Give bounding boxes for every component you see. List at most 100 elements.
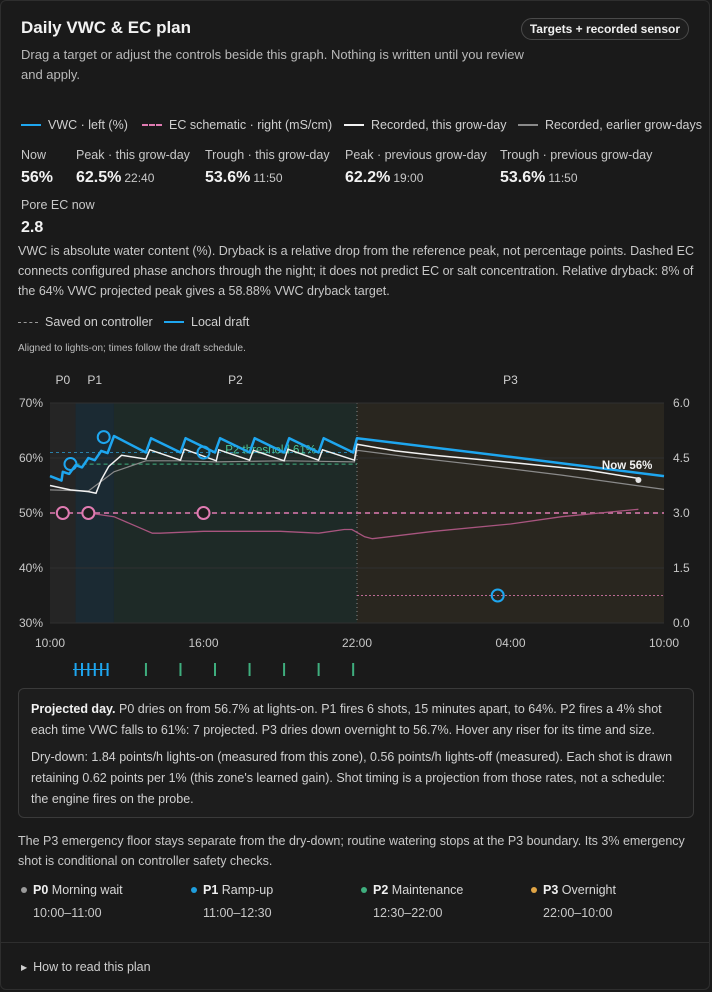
legend-saved-label: Saved on controller xyxy=(45,315,153,329)
legend-saved: Saved on controller xyxy=(18,315,153,329)
stat-peak-prev-time: 19:00 xyxy=(393,171,424,185)
stat-now-label: Now xyxy=(21,148,47,162)
projection-para-1: Projected day. P0 dries on from 56.7% at… xyxy=(31,699,681,741)
phase-p2-dot-icon xyxy=(361,886,367,893)
vwc-target-handle[interactable] xyxy=(96,430,111,445)
card-title: Daily VWC & EC plan xyxy=(21,18,192,37)
x-tick: 10:00 xyxy=(649,636,679,650)
how-to-read-label: How to read this plan xyxy=(33,960,151,974)
legend-draft-label: Local draft xyxy=(191,315,250,329)
phase-p3-dot-icon xyxy=(531,886,537,893)
phase-label-p3: P3 xyxy=(503,373,518,387)
disclosure-triangle-icon: ▶ xyxy=(21,963,28,972)
legend-recorded-earlier-label: Recorded, earlier grow-days xyxy=(545,118,703,132)
y-right-tick: 1.5 xyxy=(673,561,690,575)
ec-swatch-icon xyxy=(142,124,162,126)
now-marker xyxy=(635,477,642,483)
stat-peak-this-label: Peak · this grow-day xyxy=(76,148,190,162)
phase-p3-code: P3 xyxy=(543,883,559,897)
recorded-earlier-swatch-icon xyxy=(518,124,538,126)
phase-p2[interactable]: P2 Maintenance 12:30–22:00 xyxy=(361,883,463,920)
vwc-target-handle[interactable] xyxy=(196,445,211,460)
y-left-tick: 60% xyxy=(19,451,43,465)
ec-recorded-line xyxy=(88,508,639,540)
draft-swatch-icon xyxy=(164,321,184,323)
stat-trough-prev-label: Trough · previous grow-day xyxy=(500,148,653,162)
vwc-swatch-icon xyxy=(21,124,41,126)
stat-pore-ec-label: Pore EC now xyxy=(21,198,95,212)
projection-para-2: Dry-down: 1.84 points/h lights-on (measu… xyxy=(31,750,673,806)
phase-p1[interactable]: P1 Ramp-up 11:00–12:30 xyxy=(191,883,273,920)
phase-p1-dot-icon xyxy=(191,886,197,893)
legend-recorded-earlier: Recorded, earlier grow-days xyxy=(518,118,702,132)
explanation-text: VWC is absolute water content (%). Dryba… xyxy=(18,244,695,298)
now-label: Now 56% xyxy=(602,460,653,472)
y-left-tick: 30% xyxy=(19,616,43,630)
emergency-note: The P3 emergency floor stays separate fr… xyxy=(18,834,685,868)
phase-p3[interactable]: P3 Overnight 22:00–10:00 xyxy=(531,883,616,920)
legend-ec: EC schematic · right (mS/cm) xyxy=(142,118,332,132)
p2-threshold-label: P2 threshold 61% xyxy=(225,445,316,457)
legend-ec-label: EC schematic · right (mS/cm) xyxy=(169,118,333,132)
stat-trough-this-time: 11:50 xyxy=(253,171,283,185)
stat-peak-prev-value: 62.2% xyxy=(345,169,391,186)
y-left-tick: 50% xyxy=(19,506,43,520)
y-right-tick: 4.5 xyxy=(673,451,690,465)
aligned-note: Aligned to lights-on; times follow the d… xyxy=(18,343,246,354)
phase-p0[interactable]: P0 Morning wait 10:00–11:00 xyxy=(21,883,123,920)
phase-p0-code: P0 xyxy=(33,883,49,897)
phase-p1-range: 11:00–12:30 xyxy=(203,906,272,920)
y-left-tick: 70% xyxy=(19,396,43,410)
y-left-tick: 40% xyxy=(19,561,43,575)
legend-recorded-this: Recorded, this grow-day xyxy=(344,118,506,132)
phase-p3-range: 22:00–10:00 xyxy=(543,906,613,920)
x-tick: 10:00 xyxy=(35,636,65,650)
legend-vwc-label: VWC · left (%) xyxy=(48,118,128,132)
stat-trough-prev-value: 53.6% xyxy=(500,169,546,186)
x-tick: 22:00 xyxy=(342,636,372,650)
projection-text-1: P0 dries on from 56.7% at lights-on. P1 … xyxy=(31,702,662,737)
legend-vwc: VWC · left (%) xyxy=(21,118,128,132)
stat-trough-prev-time: 11:50 xyxy=(548,171,578,185)
stat-peak-this: 62.5% 22:40 xyxy=(76,169,154,187)
stat-trough-prev: 53.6% 11:50 xyxy=(500,169,578,187)
stat-trough-this: 53.6% 11:50 xyxy=(205,169,283,187)
phase-p1-name: Ramp-up xyxy=(221,883,274,897)
footer-divider xyxy=(1,942,709,943)
recorded-this-line xyxy=(49,443,639,495)
card-subtitle: Drag a target or adjust the controls bes… xyxy=(21,47,524,82)
projection-box: Projected day. P0 dries on from 56.7% at… xyxy=(18,688,694,818)
phase-p1-code: P1 xyxy=(203,883,219,897)
ec-anchor-handle[interactable] xyxy=(196,506,211,520)
stat-peak-this-value: 62.5% xyxy=(76,169,122,186)
vwc-ec-chart[interactable]: P0 P1 P2 P3 30% 40% 50% 60% 70% 0.0 1.5 3.0 4.5 6.0 10… xyxy=(1,366,711,686)
y-right-tick: 6.0 xyxy=(673,396,690,410)
stat-peak-prev-label: Peak · previous grow-day xyxy=(345,148,487,162)
stat-peak-prev: 62.2% 19:00 xyxy=(345,169,423,187)
how-to-read-toggle[interactable]: ▶ How to read this plan xyxy=(21,960,151,974)
phase-p0-range: 10:00–11:00 xyxy=(33,906,102,920)
ec-anchor-handle[interactable] xyxy=(81,506,96,520)
recorded-this-swatch-icon xyxy=(344,124,364,126)
phase-label-p2: P2 xyxy=(228,373,243,387)
phase-p2-name: Maintenance xyxy=(391,883,464,897)
phase-p3-name: Overnight xyxy=(561,883,616,897)
saved-swatch-icon xyxy=(18,321,38,323)
sensor-mode-badge[interactable]: Targets + recorded sensor xyxy=(520,18,689,40)
y-right-tick: 3.0 xyxy=(673,506,690,520)
phase-p2-code: P2 xyxy=(373,883,389,897)
ec-anchor-handle[interactable] xyxy=(55,506,70,520)
phase-label-p1: P1 xyxy=(87,373,102,387)
x-tick: 04:00 xyxy=(495,636,525,650)
legend-recorded-this-label: Recorded, this grow-day xyxy=(371,118,507,132)
phase-p2-range: 12:30–22:00 xyxy=(373,906,443,920)
stat-trough-this-value: 53.6% xyxy=(205,169,251,186)
stat-pore-ec-value: 2.8 xyxy=(21,219,44,236)
projection-heading: Projected day. xyxy=(31,702,116,716)
y-right-tick: 0.0 xyxy=(673,616,690,630)
p3-floor-handle[interactable] xyxy=(490,588,505,603)
stat-trough-this-label: Trough · this grow-day xyxy=(205,148,330,162)
vwc-target-handle[interactable] xyxy=(63,457,78,472)
stat-now-value: 56% xyxy=(21,169,54,186)
